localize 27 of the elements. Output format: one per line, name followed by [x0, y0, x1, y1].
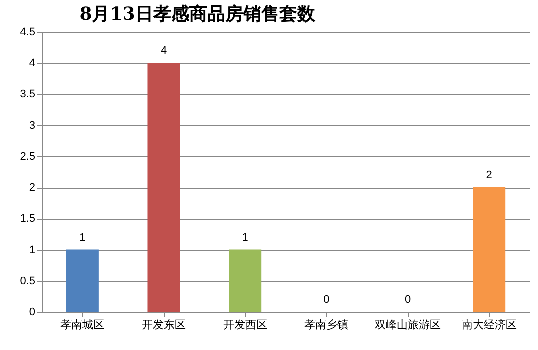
y-tick-label: 1.5: [20, 213, 36, 226]
x-tick-label: 孝南城区: [60, 318, 105, 332]
x-tick-label: 开发西区: [223, 318, 268, 332]
data-label: 4: [160, 45, 168, 58]
y-tick-label: 3: [29, 120, 36, 132]
x-tick-label: 孝南乡镇: [304, 318, 349, 332]
data-label: 0: [324, 294, 330, 306]
y-tick-label: 4: [29, 58, 36, 70]
y-tick-label: 4.5: [20, 26, 36, 38]
y-tick-label: 0.5: [20, 275, 36, 288]
data-label: 1: [80, 232, 86, 244]
x-tick-label: 南大经济区: [462, 318, 517, 332]
data-label: 1: [242, 232, 248, 244]
y-tick-label: 2.5: [20, 150, 36, 163]
y-tick-label: 3.5: [20, 88, 36, 101]
bar: [66, 250, 99, 312]
data-label: 2: [486, 170, 492, 182]
x-tick-label: 双峰山旅游区: [375, 318, 441, 332]
data-label: 0: [404, 294, 412, 306]
y-tick-label: 1: [29, 244, 36, 256]
y-tick-label: 2: [29, 182, 36, 194]
bar: [473, 188, 506, 312]
chart-title: 8月13日孝感商品房销售套数: [80, 4, 316, 25]
bar: [229, 250, 262, 312]
y-tick-label: 0: [29, 306, 36, 318]
bar: [148, 63, 180, 312]
x-tick-label: 开发东区: [142, 318, 186, 332]
